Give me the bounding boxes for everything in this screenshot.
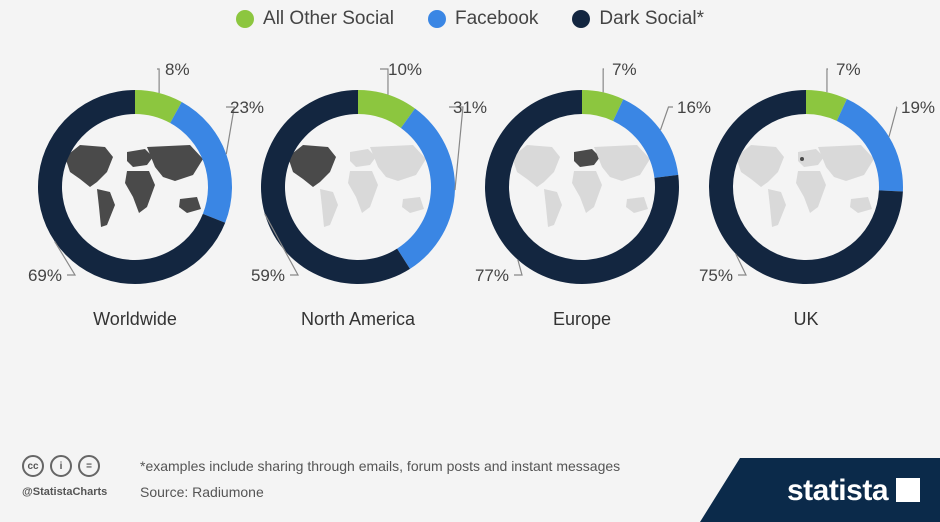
leader-line: [888, 106, 898, 137]
map-europe: [350, 149, 376, 167]
data-label: 77%: [475, 266, 509, 285]
map-europe: [127, 149, 153, 167]
data-label: 59%: [251, 266, 285, 285]
no-derivatives-icon: =: [78, 455, 100, 477]
statista-logo-text[interactable]: statista: [786, 474, 889, 507]
data-label: 19%: [901, 98, 935, 117]
map-africa: [348, 171, 378, 213]
donut-uk: 7% 19% 75% UK: [699, 60, 935, 329]
map-africa: [572, 171, 602, 213]
data-label: 7%: [836, 60, 861, 79]
region-label: Worldwide: [93, 309, 177, 329]
legend-swatch-dark-social: [572, 10, 591, 28]
slice-facebook: [170, 101, 232, 223]
world-map-icon: [512, 145, 650, 227]
leader-line: [826, 68, 828, 93]
leader-line: [735, 253, 747, 276]
region-label: North America: [301, 309, 416, 329]
leader-line: [225, 106, 235, 155]
map-south-america: [320, 189, 338, 227]
map-australia: [850, 197, 872, 213]
data-label: 69%: [28, 266, 62, 285]
data-label: 23%: [230, 98, 264, 117]
region-label: UK: [793, 309, 818, 329]
slice-all-other-social: [806, 90, 847, 121]
data-label: 10%: [388, 60, 422, 79]
leader-line: [54, 241, 77, 276]
legend-item-all-other-social: All Other Social: [236, 8, 394, 30]
footnote: *examples include sharing through emails…: [140, 458, 621, 474]
statista-logo-icon: [896, 478, 920, 502]
map-north-america: [288, 145, 336, 187]
source-note: Source: Radiumone: [140, 484, 264, 500]
brand-band-shape: [700, 458, 940, 522]
map-asia: [147, 145, 203, 181]
map-north-america: [65, 145, 113, 187]
leader-line: [602, 68, 604, 93]
map-north-america: [512, 145, 560, 187]
donut-north-america: 10% 31% 59% North America: [251, 60, 487, 329]
chart-legend: All Other Social Facebook Dark Social*: [0, 8, 940, 30]
donut-worldwide: 8% 23% 69% Worldwide: [28, 60, 264, 329]
map-asia: [594, 145, 650, 181]
leader-line: [157, 68, 160, 94]
legend-swatch-facebook: [427, 10, 446, 28]
slice-all-other-social: [582, 90, 624, 121]
data-label: 16%: [677, 98, 711, 117]
data-label: 8%: [165, 60, 190, 79]
world-map-icon: [736, 145, 874, 227]
slice-facebook: [613, 99, 679, 178]
leader-line: [380, 68, 389, 95]
world-map-icon: [288, 145, 426, 227]
map-uk-marker: [800, 157, 804, 161]
leader-line: [264, 213, 300, 276]
leader-line: [449, 106, 464, 191]
slice-facebook: [397, 108, 455, 269]
map-africa: [796, 171, 826, 213]
world-map-icon: [65, 145, 203, 227]
legend-item-facebook: Facebook: [427, 8, 539, 30]
map-europe: [798, 149, 824, 167]
slice-dark-social: [261, 90, 410, 284]
slice-all-other-social: [135, 90, 182, 124]
legend-label-dark-social: Dark Social*: [599, 8, 704, 29]
social-handle: @StatistaCharts: [22, 486, 108, 498]
map-australia: [179, 197, 201, 213]
map-australia: [402, 197, 424, 213]
license-icons: cc i =: [22, 455, 100, 477]
data-label: 31%: [453, 98, 487, 117]
data-label: 7%: [612, 60, 637, 79]
map-asia: [818, 145, 874, 181]
leader-line: [659, 106, 673, 131]
slice-all-other-social: [358, 90, 416, 128]
map-africa: [125, 171, 155, 213]
map-europe: [574, 149, 600, 167]
legend-label-all-other-social: All Other Social: [263, 8, 394, 29]
leader-line: [514, 259, 523, 276]
data-label: 75%: [699, 266, 733, 285]
map-australia: [626, 197, 648, 213]
brand-band: [700, 458, 940, 522]
legend-item-dark-social: Dark Social*: [572, 8, 704, 30]
attribution-icon: i: [50, 455, 72, 477]
map-north-america: [736, 145, 784, 187]
legend-label-facebook: Facebook: [454, 8, 539, 29]
map-south-america: [97, 189, 115, 227]
donut-europe: 7% 16% 77% Europe: [475, 60, 711, 329]
cc-icon: cc: [22, 455, 44, 477]
map-south-america: [768, 189, 786, 227]
map-south-america: [544, 189, 562, 227]
region-label: Europe: [553, 309, 611, 329]
slice-facebook: [836, 99, 903, 192]
legend-swatch-all-other-social: [236, 10, 255, 28]
map-asia: [370, 145, 426, 181]
